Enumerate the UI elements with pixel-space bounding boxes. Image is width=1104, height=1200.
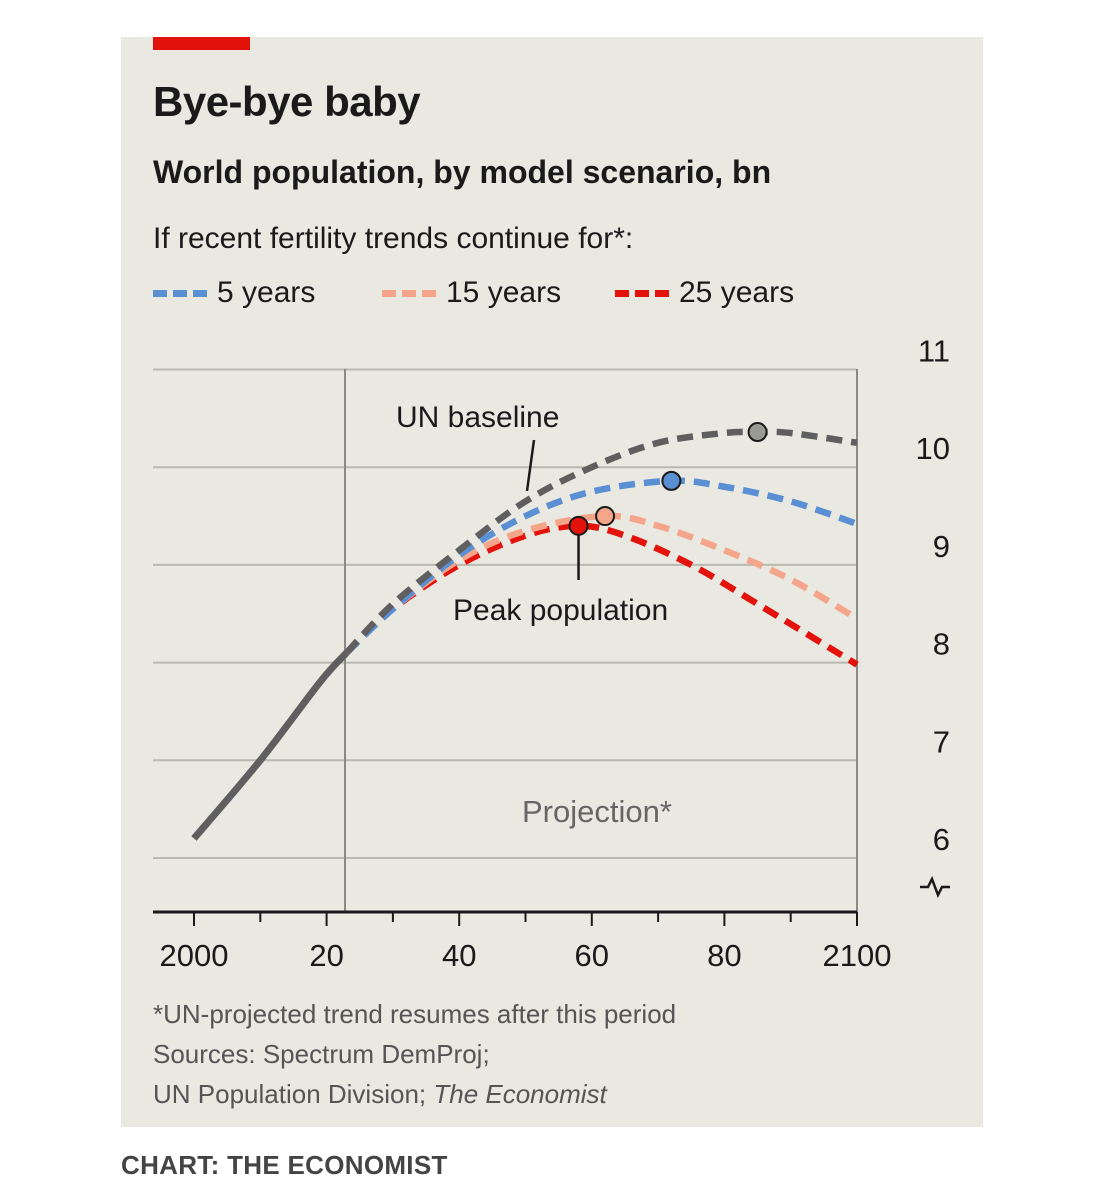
x-tick-label-2020: 20 <box>309 938 343 973</box>
marker-layer <box>525 422 768 580</box>
legend-swatch-15-years <box>382 289 436 297</box>
footnote-line-3: UN Population Division; The Economist <box>153 1074 676 1114</box>
chart-title: Bye-bye baby <box>153 78 421 125</box>
peak-marker-5-years <box>661 470 682 491</box>
legend-title: If recent fertility trends continue for*… <box>153 222 634 255</box>
legend-swatch-25-years <box>615 289 669 297</box>
footnote-line-2: Sources: Spectrum DemProj; <box>153 1039 490 1069</box>
x-tick-label-2000: 2000 <box>160 938 229 973</box>
chart-credit: CHART: THE ECONOMIST <box>121 1150 448 1180</box>
x-tick-label-2060: 60 <box>575 938 609 973</box>
annotation-layer: UN baseline Peak population Projection* <box>396 401 950 899</box>
legend-item-5-years: 5 years <box>153 276 315 310</box>
y-tick-label-8: 8 <box>933 627 950 662</box>
peak-marker-15-years <box>595 506 616 527</box>
x-tick-label-2100: 2100 <box>823 938 892 973</box>
footnote-source-un: UN Population Division; <box>153 1079 434 1109</box>
peak-marker-un-baseline <box>747 422 768 443</box>
series-line-5-years <box>344 477 859 656</box>
series-layer <box>191 428 859 841</box>
y-tick-label-9: 9 <box>933 529 950 564</box>
y-tick-label-6: 6 <box>933 822 950 857</box>
accent-bar <box>153 37 250 50</box>
chart-panel <box>121 37 983 1127</box>
peak-population-label: Peak population <box>453 594 668 627</box>
legend-label-15-years: 15 years <box>446 276 562 309</box>
y-tick-label-11: 11 <box>918 334 950 369</box>
footnote: *UN-projected trend resumes after this p… <box>153 994 676 1114</box>
chart-subtitle: World population, by model scenario, bn <box>153 154 772 190</box>
legend-item-15-years: 15 years <box>382 276 561 310</box>
legend-item-25-years: 25 years <box>615 276 794 310</box>
legend-label-5-years: 5 years <box>217 276 316 309</box>
legend-label-25-years: 25 years <box>679 276 795 309</box>
peak-marker-25-years <box>568 515 589 536</box>
historical-line <box>191 650 350 841</box>
projection-label: Projection* <box>522 794 672 829</box>
un-baseline-label: UN baseline <box>396 401 559 434</box>
grid-layer <box>153 368 858 912</box>
footnote-line-1: *UN-projected trend resumes after this p… <box>153 999 677 1029</box>
axis-layer: 6 7 8 9 10 11 2000 20 40 60 80 2100 <box>153 334 950 973</box>
y-tick-label-7: 7 <box>933 724 950 759</box>
x-tick-label-2080: 80 <box>707 938 741 973</box>
x-tick-label-2040: 40 <box>442 938 476 973</box>
series-line-un-baseline <box>344 428 858 656</box>
y-tick-label-10: 10 <box>916 431 950 466</box>
legend-swatch-5-years <box>153 289 207 297</box>
footnote-source-economist: The Economist <box>433 1079 607 1109</box>
axis-break-icon <box>920 875 950 899</box>
un-baseline-leader <box>525 439 536 492</box>
